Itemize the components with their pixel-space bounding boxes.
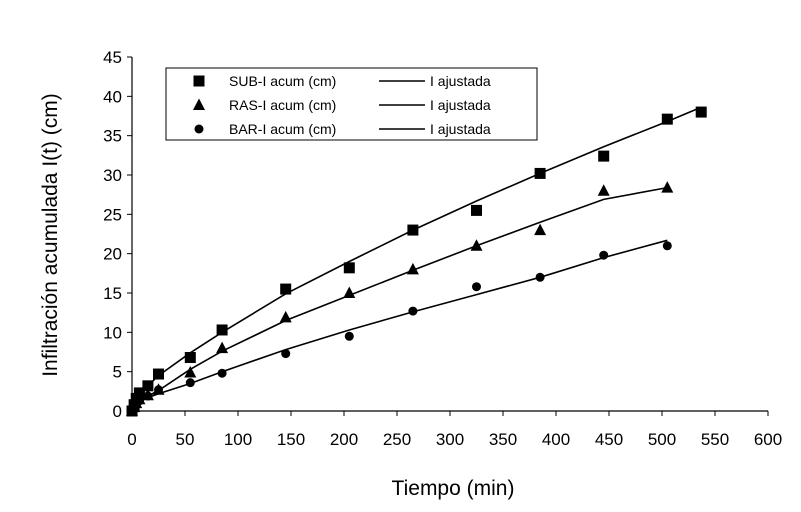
y-tick-label: 30 (103, 166, 122, 185)
x-tick-label: 100 (224, 430, 252, 449)
legend: SUB-I acum (cm) I ajustada RAS-I acum (cm)… (165, 67, 538, 141)
marker-sub (153, 368, 164, 380)
marker-bar (472, 282, 481, 292)
y-tick-label: 35 (103, 127, 122, 146)
x-tick-label: 200 (330, 430, 358, 449)
marker-sub (695, 106, 707, 118)
marker-sub (216, 324, 228, 336)
marker-bar (185, 378, 195, 388)
x-tick-label: 400 (542, 430, 570, 449)
y-tick-label: 45 (103, 48, 122, 67)
y-tick-label: 15 (103, 284, 122, 303)
legend-fit-label-bar: I ajustada (430, 121, 491, 137)
data-markers (126, 106, 707, 417)
marker-sub (471, 204, 482, 216)
legend-marker-ras (193, 98, 205, 110)
marker-bar (662, 241, 672, 251)
x-tick-label: 450 (595, 430, 623, 449)
marker-ras (597, 184, 610, 196)
y-tick-label: 20 (103, 245, 122, 264)
marker-ras (216, 341, 229, 354)
x-tick-label: 0 (127, 430, 136, 449)
fit-line-ras (131, 186, 668, 412)
legend-label-ras: RAS-I acum (cm) (229, 97, 336, 113)
x-tick-label: 350 (489, 430, 517, 449)
y-tick-label: 0 (113, 402, 122, 421)
legend-fit-label-ras: I ajustada (430, 97, 491, 113)
y-axis-ticks: 0 5 10 15 20 25 30 35 40 45 (103, 48, 132, 421)
fit-line-sub (131, 106, 702, 412)
y-tick-label: 40 (103, 87, 122, 106)
fit-line-bar (131, 239, 668, 412)
x-tick-label: 150 (277, 430, 305, 449)
marker-bar (134, 396, 144, 406)
legend-marker-bar (194, 124, 204, 134)
marker-ras (343, 286, 356, 298)
marker-bar (408, 306, 418, 316)
fit-lines (131, 106, 702, 412)
x-tick-label: 600 (754, 430, 782, 449)
y-tick-label: 5 (113, 363, 122, 382)
marker-bar (154, 385, 163, 395)
marker-bar (281, 349, 291, 359)
marker-bar (143, 391, 153, 401)
marker-sub (142, 380, 154, 392)
marker-sub (343, 262, 355, 274)
marker-bar (344, 331, 354, 341)
marker-sub (184, 352, 196, 364)
x-axis-ticks: 0 50 100 150 200 250 300 350 400 450 500 550 600 (127, 411, 782, 449)
legend-label-bar: BAR-I acum (cm) (229, 121, 336, 137)
marker-bar (217, 368, 227, 378)
legend-marker-sub (193, 75, 205, 87)
x-tick-label: 500 (648, 430, 676, 449)
legend-label-sub: SUB-I acum (cm) (229, 73, 336, 89)
marker-sub (534, 167, 546, 179)
x-tick-label: 250 (383, 430, 411, 449)
legend-fit-label-sub: I ajustada (430, 73, 491, 89)
marker-sub (407, 224, 419, 236)
y-axis-title: Infiltración acumulada I(t) (cm) (39, 93, 62, 377)
x-tick-label: 300 (436, 430, 464, 449)
marker-sub (661, 113, 673, 125)
legend-box (165, 67, 538, 141)
marker-bar (599, 250, 609, 260)
marker-ras (184, 365, 197, 378)
y-tick-label: 10 (103, 323, 122, 342)
marker-sub (280, 283, 292, 295)
x-tick-label: 550 (701, 430, 729, 449)
marker-ras (406, 262, 419, 275)
marker-ras (661, 181, 674, 193)
marker-ras (470, 239, 483, 251)
y-tick-label: 25 (103, 205, 122, 224)
x-tick-label: 50 (176, 430, 195, 449)
marker-sub (598, 150, 610, 162)
x-axis-title: Tiempo (min) (392, 477, 515, 500)
marker-ras (534, 223, 547, 236)
marker-bar (535, 272, 545, 282)
marker-ras (279, 310, 292, 323)
